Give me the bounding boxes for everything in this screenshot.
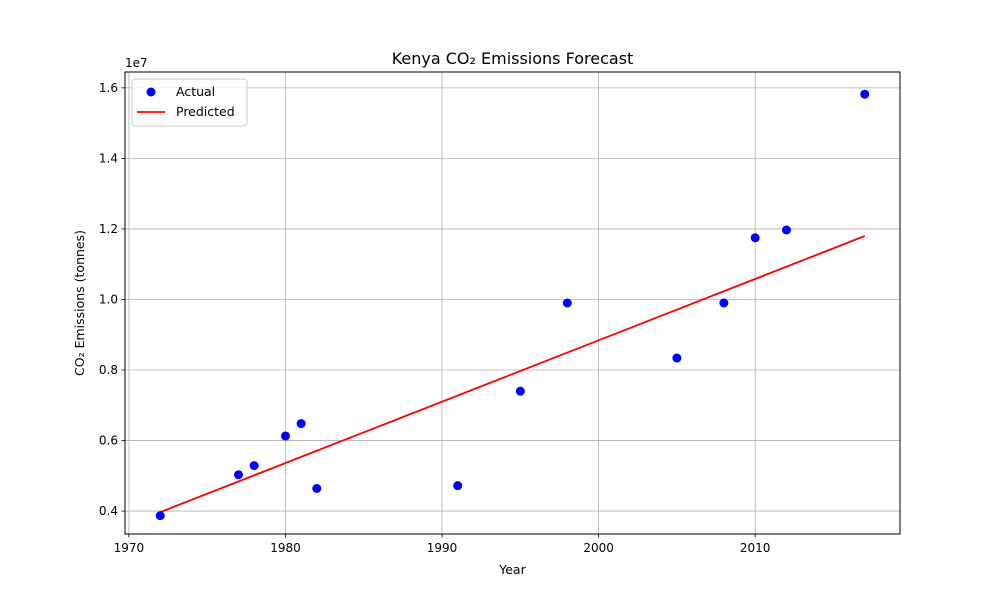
x-axis-ticks: 1970 1980 1990 2000 2010 (114, 534, 771, 555)
legend: Actual Predicted (131, 78, 248, 127)
y-axis-offset-label: 1e7 (125, 56, 148, 70)
actual-point (781, 225, 791, 235)
actual-series (155, 89, 870, 521)
actual-point (234, 470, 244, 480)
actual-point (249, 461, 259, 471)
y-tick-label: 0.6 (99, 434, 118, 448)
actual-point (860, 89, 870, 99)
y-tick-label: 1.4 (99, 151, 118, 165)
legend-actual-label: Actual (176, 84, 215, 99)
x-tick-label: 2010 (740, 541, 771, 555)
actual-point (672, 353, 682, 363)
plot-frame (124, 71, 901, 535)
actual-point (280, 431, 290, 441)
y-axis-label: CO₂ Emissions (tonnes) (72, 230, 87, 376)
y-tick-label: 0.8 (99, 363, 118, 377)
y-axis-ticks: 0.4 0.6 0.8 1.0 1.2 1.4 1.6 (99, 81, 125, 518)
y-tick-label: 1.0 (99, 292, 118, 306)
x-axis-label: Year (498, 562, 526, 577)
y-tick-label: 1.6 (99, 81, 118, 95)
x-tick-label: 2000 (583, 541, 614, 555)
actual-point (155, 511, 165, 521)
actual-point (562, 298, 572, 308)
chart-title: Kenya CO₂ Emissions Forecast (392, 49, 634, 68)
actual-point (515, 386, 525, 396)
legend-actual-marker (146, 87, 156, 97)
predicted-series (159, 235, 866, 513)
x-tick-label: 1980 (270, 541, 301, 555)
actual-point (453, 481, 463, 491)
actual-point (296, 419, 306, 429)
x-tick-label: 1970 (114, 541, 145, 555)
legend-box (131, 78, 248, 127)
actual-point (719, 298, 729, 308)
x-tick-label: 1990 (427, 541, 458, 555)
grid (125, 72, 900, 534)
y-tick-label: 1.2 (99, 222, 118, 236)
actual-point (750, 233, 760, 243)
legend-predicted-label: Predicted (176, 104, 235, 119)
predicted-line (159, 235, 866, 513)
actual-point (312, 484, 322, 494)
y-tick-label: 0.4 (99, 504, 118, 518)
